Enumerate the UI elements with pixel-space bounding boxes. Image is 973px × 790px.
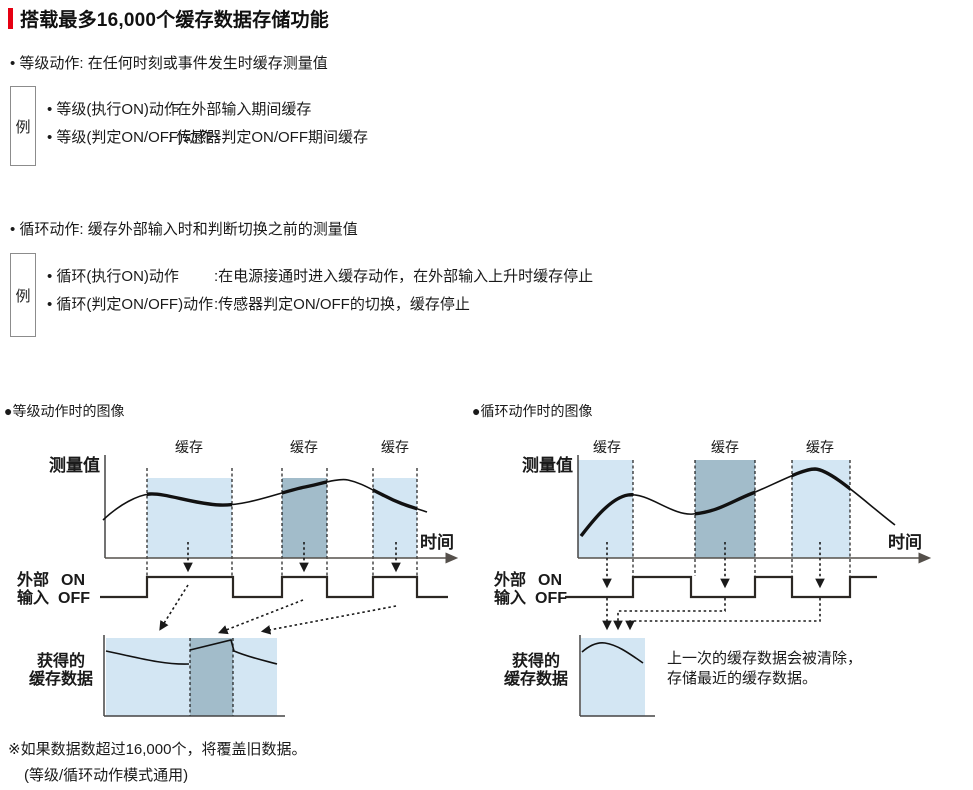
result-buffer-fill [581, 638, 645, 716]
buffer-to-input-arrows [183, 542, 401, 573]
buffer-label: 缓存 [290, 439, 318, 455]
example-row-label: • 循环(判定ON/OFF)动作 [47, 295, 214, 313]
buffer-label: 缓存 [806, 439, 834, 455]
external-input-label-2: 输入 [494, 588, 526, 607]
input-to-result-arrows [159, 584, 397, 635]
example-row: • 等级(判定ON/OFF)动作 : 传感器判定ON/OFF期间缓存 [47, 122, 368, 150]
example-row: • 循环(判定ON/OFF)动作 :传感器判定ON/OFF的切换，缓存停止 [47, 289, 593, 317]
buffer-to-input-arrows [602, 542, 825, 589]
cycle-diagram-title: ●循环动作时的图像 [472, 403, 593, 419]
external-input-wave [565, 575, 877, 599]
on-label: ON [61, 572, 85, 589]
example-row-label: • 等级(判定ON/OFF)动作 [47, 128, 214, 146]
level-example-box: 例 • 等级(执行ON)动作 : 在外部输入期间缓存 • 等级(判定ON/OFF… [10, 86, 368, 166]
buffer-region-borders [632, 460, 851, 576]
cycle-mode-bullet: • 循环动作: 缓存外部输入时和判断切换之前的测量值 [10, 221, 358, 238]
y-axis-label: 测量值 [522, 455, 573, 475]
clear-note-line-1: 上一次的缓存数据会被清除， [667, 650, 862, 667]
time-axis-label: 时间 [888, 532, 922, 552]
level-diagram-title: ●等级动作时的图像 [4, 403, 125, 419]
buffer-region-1 [147, 478, 232, 558]
result-label-2: 缓存数据 [503, 669, 568, 688]
on-label: ON [538, 572, 562, 589]
y-axis-label: 测量值 [49, 455, 100, 475]
external-input-wave [100, 575, 448, 599]
measurement-curve-buffered [579, 467, 850, 538]
footnote-overwrite: ※如果数据数超过16,000个，将覆盖旧数据。 [8, 741, 307, 758]
off-label: OFF [58, 590, 90, 607]
buffer-label: 缓存 [175, 439, 203, 455]
example-row-desc: : 传感器判定ON/OFF期间缓存 [168, 128, 368, 146]
input-to-result-arrows [602, 598, 821, 631]
example-row-desc: :传感器判定ON/OFF的切换，缓存停止 [214, 295, 470, 313]
example-row-label: • 循环(执行ON)动作 [47, 267, 179, 285]
example-tag: 例 [10, 86, 36, 166]
example-row: • 等级(执行ON)动作 : 在外部输入期间缓存 [47, 94, 368, 122]
external-input-label-1: 外部 [493, 570, 526, 589]
external-input-label-2: 输入 [17, 588, 49, 607]
off-label: OFF [535, 590, 567, 607]
level-mode-bullet: • 等级动作: 在任何时刻或事件发生时缓存测量值 [10, 55, 328, 72]
result-curve [581, 642, 644, 664]
section-header: 搭载最多16,000个缓存数据存储功能 [8, 5, 329, 32]
result-label-1: 获得的 [37, 651, 85, 670]
example-tag: 例 [10, 253, 36, 337]
buffer-region-2 [695, 460, 755, 558]
buffer-label: 缓存 [711, 439, 739, 455]
example-rows: • 等级(执行ON)动作 : 在外部输入期间缓存 • 等级(判定ON/OFF)动… [47, 86, 368, 166]
buffer-label: 缓存 [381, 439, 409, 455]
measurement-curve-buffered [147, 477, 417, 522]
example-row-desc: : 在外部输入期间缓存 [168, 100, 312, 118]
buffer-region-3 [373, 478, 417, 558]
result-buffer-dark-segment [190, 638, 233, 716]
time-axis-label: 时间 [420, 532, 454, 552]
buffer-label: 缓存 [593, 439, 621, 455]
result-label-1: 获得的 [512, 651, 560, 670]
result-curve [105, 639, 278, 665]
buffer-region-3 [792, 460, 850, 558]
footnote-common-mode: (等级/循环动作模式通用) [24, 767, 189, 784]
clear-note-line-2: 存储最近的缓存数据。 [667, 670, 817, 687]
level-mode-diagram: 缓存 缓存 缓存 测量值 时间 外部 ON 输入 OFF [16, 439, 459, 717]
page-title: 搭载最多16,000个缓存数据存储功能 [20, 10, 329, 31]
example-row-label: • 等级(执行ON)动作 [47, 100, 179, 118]
example-row: • 循环(执行ON)动作 :在电源接通时进入缓存动作，在外部输入上升时缓存停止 [47, 261, 593, 289]
result-label-2: 缓存数据 [28, 669, 93, 688]
example-rows: • 循环(执行ON)动作 :在电源接通时进入缓存动作，在外部输入上升时缓存停止 … [47, 253, 593, 337]
cycle-example-box: 例 • 循环(执行ON)动作 :在电源接通时进入缓存动作，在外部输入上升时缓存停… [10, 253, 593, 337]
cycle-mode-diagram: 缓存 缓存 缓存 测量值 时间 外部 ON 输入 OFF [493, 439, 932, 717]
example-row-desc: :在电源接通时进入缓存动作，在外部输入上升时缓存停止 [214, 267, 594, 285]
accent-bar [8, 8, 13, 29]
external-input-label-1: 外部 [16, 570, 49, 589]
